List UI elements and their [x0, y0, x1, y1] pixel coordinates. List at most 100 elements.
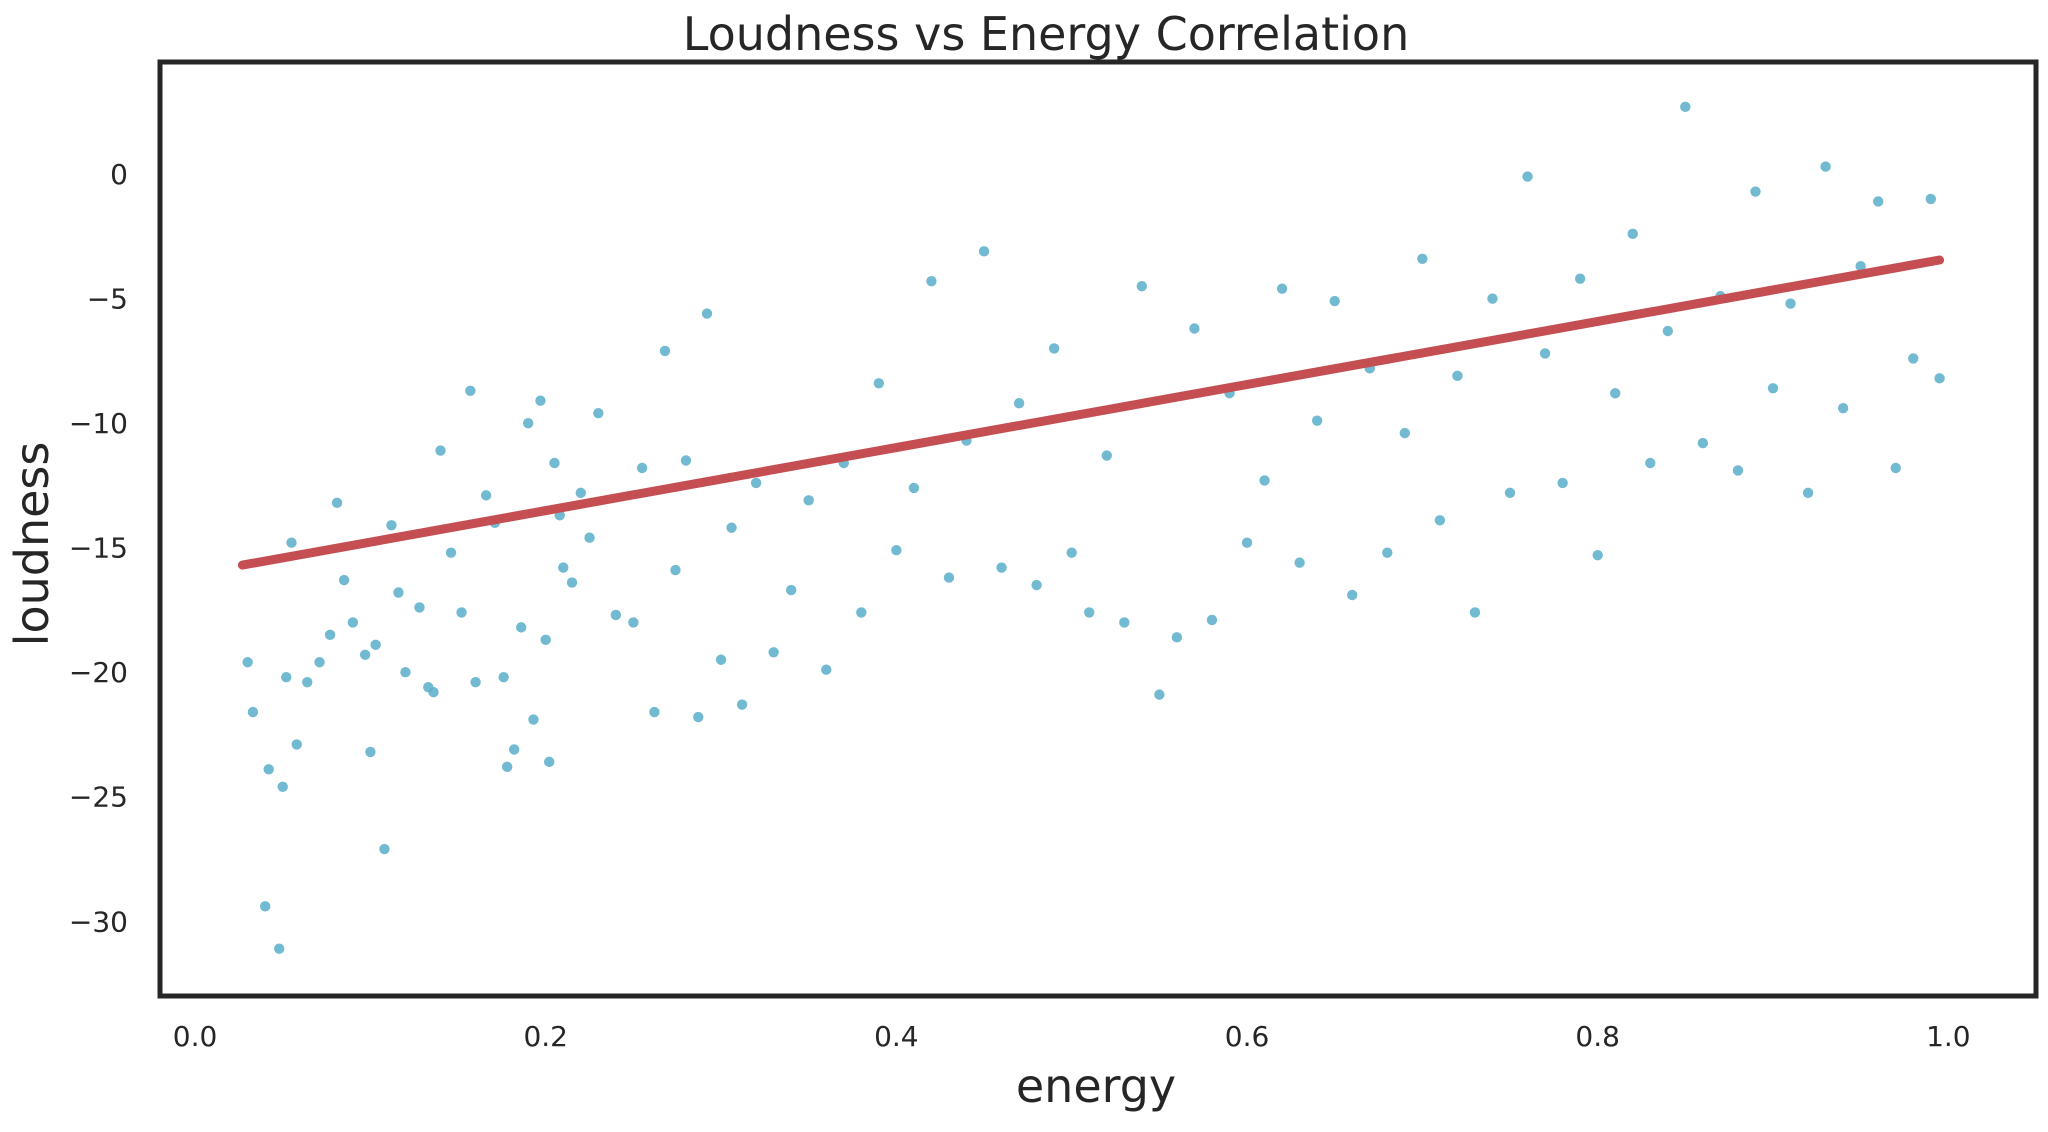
scatter-point: [247, 706, 259, 718]
y-axis-label: loudness: [5, 442, 59, 647]
scatter-point: [1294, 557, 1305, 568]
scatter-point: [277, 781, 288, 792]
scatter-point: [1662, 325, 1674, 337]
scatter-point: [400, 667, 411, 678]
scatter-point: [414, 602, 425, 613]
y-tick-label: −25: [69, 781, 128, 814]
y-tick-label: −15: [69, 532, 128, 565]
scatter-point: [1837, 403, 1849, 414]
x-axis-label: energy: [1016, 1059, 1176, 1113]
scatter-point: [1329, 295, 1340, 307]
scatter-point: [943, 572, 955, 583]
x-tick-label: 0.2: [523, 1020, 568, 1053]
scatter-point: [1119, 617, 1130, 628]
scatter-point: [908, 482, 920, 494]
scatter-point: [768, 647, 779, 658]
x-tick-label: 1.0: [1926, 1020, 1971, 1053]
x-tick-label: 0.6: [1225, 1020, 1270, 1053]
scatter-point: [365, 746, 376, 758]
scatter-point: [544, 756, 555, 768]
scatter-point: [636, 462, 648, 474]
scatter-point: [501, 761, 513, 773]
x-tick-label: 0.8: [1575, 1020, 1620, 1053]
y-tick-label: −20: [69, 656, 128, 689]
scatter-point: [549, 457, 560, 469]
scatter-point: [680, 455, 692, 466]
scatter-point: [803, 495, 814, 506]
plot-frame: [157, 59, 2039, 999]
scatter-point: [1732, 465, 1744, 476]
scatter-point: [1189, 323, 1200, 334]
scatter-point: [750, 477, 762, 489]
scatter-point: [535, 395, 546, 406]
scatter-point: [1066, 547, 1077, 558]
scatter-point: [1013, 398, 1025, 409]
scatter-point: [1259, 475, 1270, 486]
scatter-point: [456, 607, 467, 618]
scatter-point: [281, 671, 292, 683]
plot-area: 0.0 0.2 0.4 0.6 0.8 1.0 0 −5 −10 −15 −20 −25 −30: [69, 59, 2039, 1053]
scatter-point: [480, 490, 492, 501]
scatter-point: [873, 378, 885, 389]
scatter-point: [1873, 196, 1884, 207]
scatter-point: [701, 308, 713, 319]
scatter-point: [263, 764, 274, 775]
scatter-point: [435, 445, 446, 456]
scatter-point: [1048, 343, 1060, 354]
scatter-point: [1347, 589, 1358, 601]
scatter-point: [1767, 383, 1779, 394]
scatter-point: [331, 497, 343, 509]
scatter-point: [1627, 228, 1638, 240]
scatter-point: [291, 739, 302, 750]
scatter-point: [1469, 607, 1481, 618]
scatter-point: [736, 699, 748, 710]
scatter-point: [1890, 462, 1901, 474]
scatter-point: [1154, 689, 1165, 700]
scatter-point: [610, 609, 622, 621]
scatter-point: [1504, 487, 1516, 499]
y-tick-label: −30: [69, 905, 128, 938]
scatter-point: [978, 246, 990, 257]
scatter-point: [693, 711, 704, 723]
chart-title: Loudness vs Energy Correlation: [683, 7, 1409, 61]
scatter-point: [428, 686, 439, 698]
scatter-point: [1592, 549, 1603, 561]
scatter-point: [347, 617, 359, 628]
scatter-point: [726, 522, 737, 533]
scatter-point: [1925, 193, 1937, 205]
scatter-point: [649, 706, 660, 718]
scatter-point: [926, 275, 937, 287]
scatter-point: [996, 562, 1007, 573]
scatter-point: [379, 843, 390, 855]
scatter-point: [1084, 607, 1095, 618]
scatter-point: [1136, 280, 1148, 292]
scatter-point: [856, 607, 867, 618]
scatter-point: [393, 587, 404, 598]
scatter-point: [259, 901, 271, 912]
scatter-point: [370, 639, 381, 651]
scatter-point: [528, 714, 539, 725]
y-tick-label: 0: [110, 158, 128, 191]
scatter-point: [286, 537, 297, 548]
scatter-point: [1680, 101, 1691, 113]
scatter-point: [1934, 373, 1945, 384]
regression-line: [237, 255, 1945, 570]
scatter-point: [445, 547, 457, 558]
scatter-point: [628, 617, 639, 628]
scatter-point: [1171, 632, 1183, 643]
scatter-point: [314, 657, 325, 668]
scatter-point: [386, 520, 397, 531]
scatter-point: [558, 562, 569, 573]
scatter-point: [1908, 353, 1919, 364]
scatter-point: [1697, 437, 1709, 449]
scatter-point: [659, 345, 671, 357]
scatter-point: [1750, 186, 1761, 197]
scatter-point: [1820, 161, 1831, 172]
scatter-point: [465, 385, 476, 396]
scatter-point: [338, 574, 350, 586]
scatter-point: [1101, 450, 1112, 461]
scatter-point: [324, 629, 336, 641]
scatter-point: [540, 634, 551, 646]
scatter-point: [1487, 293, 1498, 304]
